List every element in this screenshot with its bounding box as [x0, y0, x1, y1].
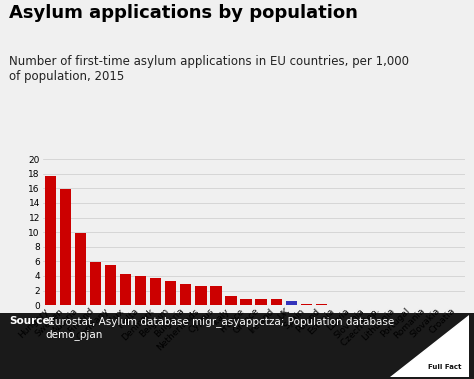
Polygon shape: [390, 315, 469, 377]
Bar: [286, 301, 297, 305]
Bar: [240, 299, 252, 305]
Bar: [165, 281, 176, 305]
Text: Full Fact: Full Fact: [428, 363, 461, 370]
Bar: [255, 299, 267, 305]
Bar: [75, 233, 86, 305]
Bar: [105, 265, 116, 305]
Bar: [210, 287, 221, 305]
Bar: [180, 284, 191, 305]
Bar: [301, 304, 312, 305]
Bar: [225, 296, 237, 305]
Bar: [135, 276, 146, 305]
Bar: [195, 286, 207, 305]
Bar: [45, 176, 56, 305]
Text: Number of first-time asylum applications in EU countries, per 1,000
of populatio: Number of first-time asylum applications…: [9, 55, 410, 83]
Bar: [150, 279, 161, 305]
Bar: [120, 274, 131, 305]
Bar: [60, 189, 71, 305]
Bar: [316, 304, 327, 305]
Text: Source:: Source:: [9, 316, 54, 326]
Text: Asylum applications by population: Asylum applications by population: [9, 4, 358, 22]
Bar: [90, 262, 101, 305]
Bar: [271, 299, 282, 305]
Text: Eurostat, Asylum database migr_asyappctza; Population database
demo_pjan: Eurostat, Asylum database migr_asyappctz…: [45, 316, 394, 340]
